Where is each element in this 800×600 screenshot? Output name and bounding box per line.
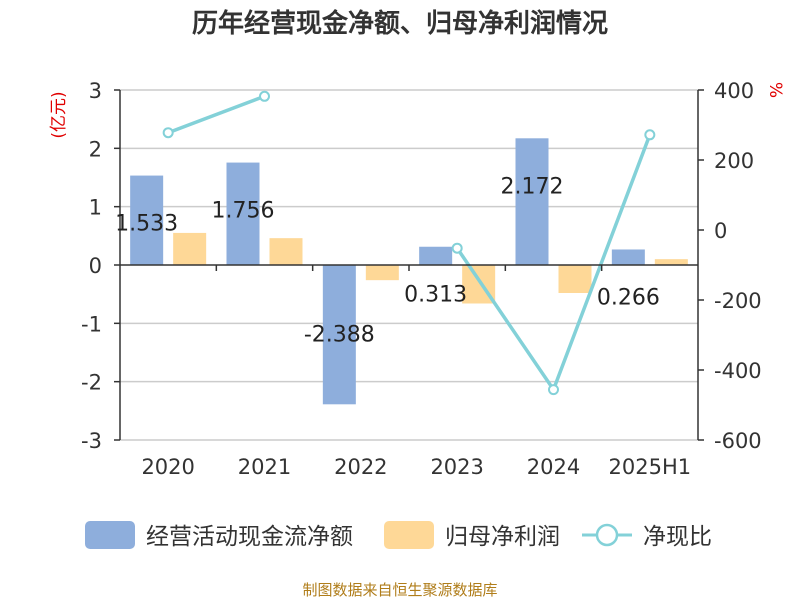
cashflow-bar [419,246,453,265]
ratio-point [451,242,463,254]
ratio-point [259,90,270,102]
cashflow-bar [130,175,164,265]
ratio-point [162,127,174,139]
x-tick-label: 2023 [430,455,483,479]
legend-swatch-ratio-marker [595,523,619,547]
profit-bar [269,238,303,265]
right-tick-label: 400 [714,79,754,103]
cashflow-data-label: 2.172 [501,174,564,199]
profit-bar [654,259,688,265]
right-axis-unit: % [765,82,785,98]
right-tick-label: 200 [714,149,754,173]
cashflow-bar [611,249,645,265]
x-tick-label: 2022 [334,455,387,479]
grid-lines [120,89,698,441]
x-tick-label: 2021 [238,455,291,479]
cashflow-bar [322,265,356,405]
legend: 经营活动现金流净额 归母净利润 净现比 [85,521,712,550]
cashflow-data-label: 0.313 [404,283,467,308]
right-tick-label: 0 [714,219,727,243]
x-tick-label: 2020 [141,455,194,479]
legend-swatch-cashflow [85,521,135,549]
legend-swatch-profit [384,521,434,549]
profit-bar [365,265,399,281]
cashflow-bar [515,138,549,265]
source-note: 制图数据来自恒生聚源数据库 [302,581,497,599]
ratio-line-segment [167,94,266,135]
left-tick-label: 0 [89,254,102,278]
left-tick-label: 1 [89,196,102,220]
chart-title: 历年经营现金净额、归母净利润情况 [192,8,608,39]
right-tick-label: -200 [714,289,762,313]
left-tick-label: 3 [89,79,102,103]
right-tick-label: -400 [714,359,762,383]
left-tick-label: -1 [81,312,102,336]
cashflow-data-label: 1.533 [115,212,178,237]
ratio-point [548,384,559,396]
x-tick-label: 2025H1 [609,455,692,479]
cashflow-data-label: -2.388 [304,322,375,347]
legend-label-cashflow: 经营活动现金流净额 [146,524,353,550]
legend-label-ratio: 净现比 [643,524,712,550]
left-axis-unit: (亿元) [49,91,69,138]
left-tick-label: -3 [81,429,102,453]
x-tick-label: 2024 [527,455,580,479]
cashflow-data-label: 0.266 [597,285,660,310]
cashflow-bar [226,162,260,265]
right-tick-label: -600 [714,429,762,453]
data-labels: 1.533 1.756 -2.388 0.313 2.172 0.266 [115,174,660,347]
axes: 3 2 1 0 -1 -2 -3 400 200 0 -200 -400 -600 2020 2021 202… [81,79,762,479]
profit-bar [558,265,592,293]
legend-label-profit: 归母净利润 [445,524,560,550]
left-tick-label: -2 [81,371,102,395]
ratio-point [644,129,656,141]
bar-series [130,138,688,405]
cashflow-data-label: 1.756 [212,199,275,224]
line-series [162,90,656,396]
left-tick-label: 2 [89,137,102,161]
profit-bar [173,232,207,265]
